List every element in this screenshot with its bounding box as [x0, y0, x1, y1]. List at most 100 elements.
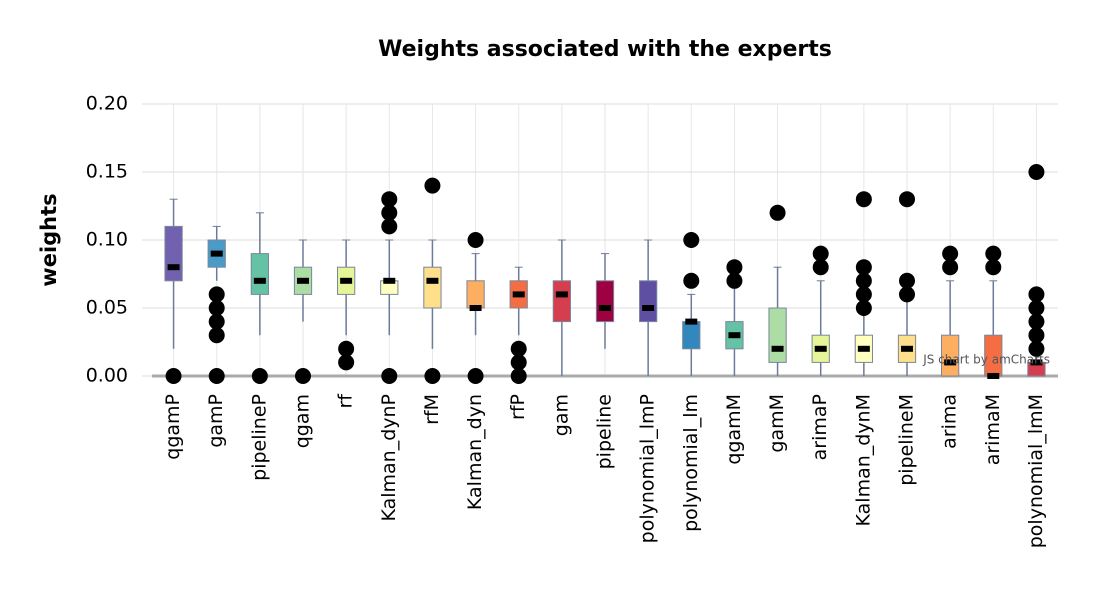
- box: [639, 280, 658, 323]
- x-tick-label: rfM: [421, 394, 443, 425]
- x-tick-label: gamP: [205, 394, 227, 448]
- outlier: [855, 191, 872, 208]
- x-tick-label: gam: [550, 394, 572, 436]
- x-tick-label: qgam: [292, 394, 314, 448]
- outlier: [855, 259, 872, 276]
- outlier: [510, 340, 527, 357]
- outlier: [208, 327, 225, 344]
- outlier: [381, 191, 398, 208]
- outlier: [769, 204, 786, 221]
- median: [383, 277, 396, 284]
- x-tick-label: pipeline: [594, 394, 616, 469]
- x-tick-label: polynomial_lmM: [1025, 394, 1047, 548]
- median: [901, 345, 913, 352]
- x-tick-label: Kalman_dynM: [852, 394, 874, 526]
- outlier: [208, 286, 225, 303]
- median: [253, 277, 266, 284]
- x-tick-label: polynomial_lm: [680, 394, 702, 532]
- outlier: [726, 259, 743, 276]
- x-tick-label: qgamP: [162, 394, 184, 460]
- outlier: [1028, 164, 1045, 180]
- outlier: [381, 368, 398, 384]
- median: [642, 305, 655, 311]
- outlier: [812, 259, 829, 276]
- outlier: [510, 354, 527, 371]
- outlier: [899, 191, 915, 208]
- y-tick-label: 0.15: [86, 161, 128, 183]
- credit: JS chart by amCharts: [922, 353, 1050, 367]
- median: [210, 250, 223, 257]
- median: [987, 373, 1000, 379]
- outlier: [942, 245, 959, 262]
- outlier: [899, 286, 915, 303]
- y-tick-label: 0.05: [86, 297, 128, 319]
- median: [814, 345, 827, 352]
- median: [1030, 359, 1043, 366]
- outlier: [985, 259, 1002, 276]
- outlier: [1028, 327, 1045, 344]
- outlier: [338, 340, 355, 357]
- median: [685, 318, 698, 325]
- outlier: [208, 368, 225, 384]
- median: [426, 277, 439, 284]
- y-tick-label: 0.20: [86, 93, 128, 115]
- outlier: [855, 272, 872, 289]
- outlier: [855, 300, 872, 316]
- outlier: [381, 204, 398, 221]
- outlier: [381, 218, 398, 235]
- outlier: [1028, 340, 1045, 357]
- outlier: [812, 245, 829, 262]
- x-tick-label: rfP: [507, 394, 529, 420]
- box: [423, 266, 442, 309]
- median: [728, 332, 741, 339]
- outlier: [424, 368, 441, 384]
- y-tick-label: 0.10: [86, 229, 128, 251]
- box: [552, 280, 571, 323]
- outlier: [1028, 300, 1045, 316]
- outlier: [467, 232, 484, 248]
- x-tick-label: rf: [335, 393, 357, 409]
- median: [297, 277, 309, 284]
- outlier: [251, 368, 268, 384]
- outlier: [1028, 313, 1045, 330]
- median: [512, 291, 525, 298]
- x-tick-label: arimaP: [809, 394, 831, 460]
- x-tick-label: Kalman_dynP: [378, 394, 400, 522]
- outlier: [510, 368, 527, 384]
- outlier: [683, 232, 700, 248]
- median: [599, 305, 611, 311]
- outlier: [726, 272, 743, 289]
- chart-title: Weights associated with the experts: [378, 37, 832, 62]
- outlier: [899, 272, 915, 289]
- median: [340, 277, 353, 284]
- box: [466, 280, 485, 309]
- median: [944, 359, 957, 366]
- outlier: [985, 245, 1002, 262]
- median: [857, 345, 870, 352]
- outlier: [165, 368, 182, 384]
- outlier: [1028, 286, 1045, 303]
- median: [469, 305, 482, 311]
- x-tick-label: qgamM: [723, 394, 745, 465]
- x-tick-label: pipelineP: [248, 394, 270, 481]
- box: [250, 253, 269, 295]
- outlier: [208, 313, 225, 330]
- x-tick-label: arima: [939, 394, 961, 449]
- x-tick-label: polynomial_lmP: [637, 394, 659, 543]
- outlier: [942, 259, 959, 276]
- outlier: [424, 177, 441, 194]
- x-tick-label: gamM: [766, 394, 788, 453]
- outlier: [683, 272, 700, 289]
- outlier: [208, 300, 225, 316]
- median: [167, 264, 180, 271]
- box: [682, 321, 701, 350]
- outlier: [855, 286, 872, 303]
- box: [595, 280, 615, 323]
- outlier: [295, 368, 311, 384]
- y-tick-label: 0.00: [86, 365, 128, 387]
- x-tick-label: arimaM: [982, 394, 1004, 465]
- x-tick-label: Kalman_dyn: [464, 394, 486, 510]
- median: [555, 291, 568, 298]
- median: [771, 345, 784, 352]
